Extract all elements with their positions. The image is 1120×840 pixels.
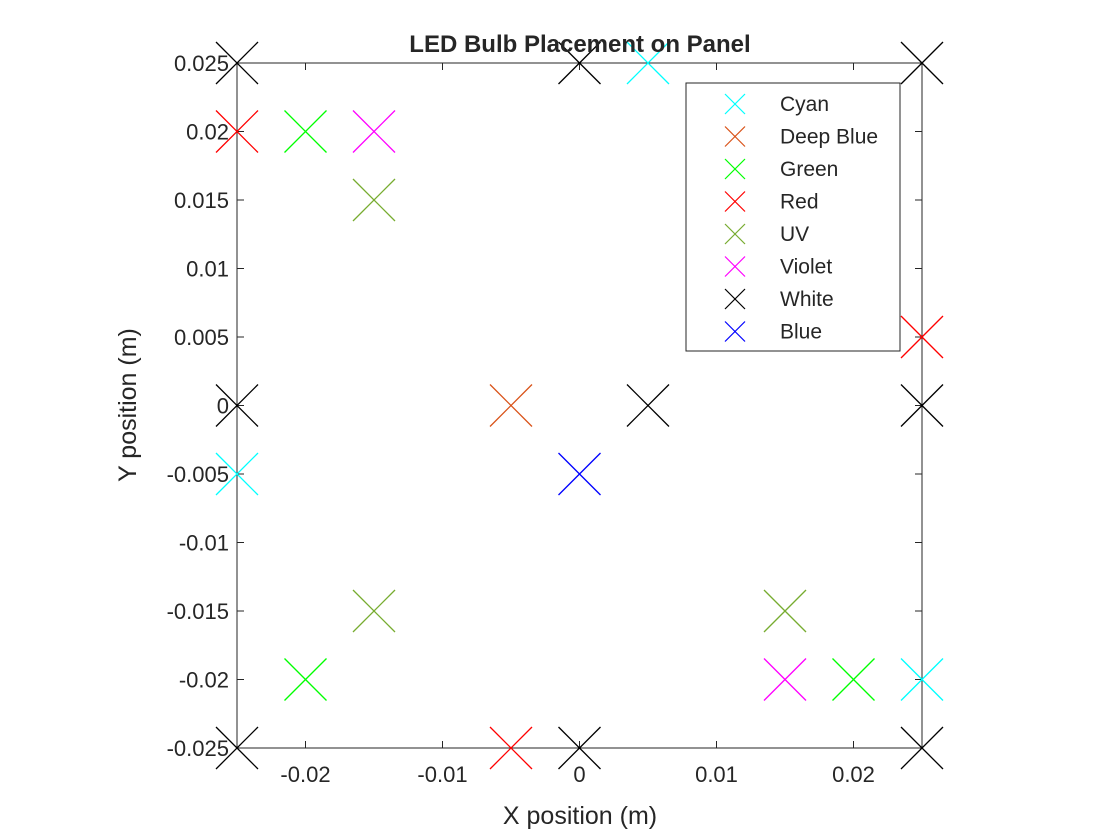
marker-white — [215, 384, 259, 427]
legend-marker — [724, 223, 746, 245]
marker-cyan — [626, 41, 670, 85]
y-tick-label: 0.025 — [174, 51, 229, 76]
marker-stroke — [215, 384, 259, 427]
marker-blue — [558, 452, 601, 496]
marker-stroke — [558, 41, 601, 85]
marker-uv — [352, 178, 396, 222]
marker-stroke — [900, 658, 944, 701]
legend-entry: Cyan — [724, 93, 829, 116]
marker-white — [900, 726, 944, 770]
marker-white — [558, 726, 601, 770]
legend-marker — [724, 126, 746, 147]
marker-stroke — [215, 110, 259, 153]
marker-white — [626, 384, 670, 427]
marker-stroke — [832, 658, 875, 701]
legend-marker — [724, 158, 746, 180]
marker-stroke — [626, 41, 670, 85]
marker-green — [284, 110, 327, 153]
legend-marker — [724, 288, 746, 310]
y-axis-label: Y position (m) — [114, 328, 142, 482]
legend-marker — [724, 191, 746, 212]
legend-entry: White — [724, 288, 834, 311]
marker-stroke — [626, 384, 670, 427]
marker-green — [284, 658, 327, 701]
chart-title: LED Bulb Placement on Panel — [409, 31, 750, 58]
x-tick-label: 0 — [573, 762, 585, 787]
legend-entry: Deep Blue — [724, 126, 878, 149]
y-tick-label: 0.02 — [186, 120, 229, 145]
x-tick-label: -0.02 — [280, 762, 330, 787]
legend-entry: UV — [724, 223, 809, 246]
y-tick-label: 0.015 — [174, 188, 229, 213]
y-tick-label: -0.025 — [167, 736, 229, 761]
marker-stroke — [900, 726, 944, 770]
marker-cyan — [900, 658, 944, 701]
marker-white — [900, 41, 944, 85]
marker-cyan — [215, 452, 259, 496]
legend-marker — [724, 93, 746, 115]
legend-label: Red — [780, 191, 819, 214]
marker-red — [215, 110, 259, 153]
marker-stroke — [489, 384, 533, 427]
marker-green — [832, 658, 875, 701]
marker-stroke — [900, 384, 944, 427]
legend-label: Violet — [780, 256, 832, 279]
marker-red — [900, 315, 944, 359]
marker-stroke — [215, 726, 259, 770]
marker-stroke — [558, 452, 601, 496]
marker-white — [558, 41, 601, 85]
marker-violet — [352, 110, 396, 153]
y-tick-label: 0.005 — [174, 325, 229, 350]
legend-label: Green — [780, 158, 838, 181]
legend-label: Deep Blue — [780, 126, 878, 149]
marker-white — [900, 384, 944, 427]
x-tick-label: 0.01 — [695, 762, 738, 787]
marker-deep-blue — [489, 384, 533, 427]
x-tick-label: -0.01 — [417, 762, 467, 787]
legend-label: UV — [780, 223, 809, 246]
marker-stroke — [558, 726, 601, 770]
y-tick-label: -0.02 — [179, 668, 229, 693]
marker-stroke — [215, 41, 259, 85]
axis-ticks: -0.02 -0.01 0 0.01 0.02 -0.025 -0.02 -0.015 -0.0… — [167, 51, 922, 787]
marker-stroke — [900, 315, 944, 359]
marker-stroke — [284, 110, 327, 153]
y-tick-label: -0.005 — [167, 462, 229, 487]
marker-stroke — [352, 589, 396, 633]
x-tick-label: 0.02 — [832, 762, 875, 787]
legend-entry: Red — [724, 191, 819, 214]
legend-entry: Violet — [724, 256, 832, 279]
legend-marker — [724, 256, 746, 277]
marker-uv — [352, 589, 396, 633]
legend-entry: Green — [724, 158, 838, 181]
marker-uv — [763, 589, 807, 633]
legend-label: Cyan — [780, 93, 829, 116]
marker-white — [215, 41, 259, 85]
marker-stroke — [763, 589, 807, 633]
legend-box — [685, 82, 901, 352]
data-markers — [215, 41, 944, 770]
legend-marker — [724, 321, 746, 342]
marker-stroke — [215, 452, 259, 496]
marker-stroke — [352, 110, 396, 153]
x-axis-label: X position (m) — [503, 802, 657, 830]
marker-red — [489, 726, 533, 770]
marker-stroke — [763, 658, 807, 701]
legend-label: Blue — [780, 321, 822, 344]
y-tick-label: 0 — [217, 394, 229, 419]
marker-violet — [763, 658, 807, 701]
marker-stroke — [900, 41, 944, 85]
legend-label: White — [780, 288, 834, 311]
marker-stroke — [284, 658, 327, 701]
legend-entry: Blue — [724, 321, 822, 344]
marker-stroke — [489, 726, 533, 770]
legend: Cyan Deep Blue Green Red UV Violet White Blue — [685, 82, 901, 352]
y-tick-label: -0.015 — [167, 599, 229, 624]
y-tick-label: 0.01 — [186, 257, 229, 282]
marker-stroke — [352, 178, 396, 222]
marker-white — [215, 726, 259, 770]
y-tick-label: -0.01 — [179, 531, 229, 556]
